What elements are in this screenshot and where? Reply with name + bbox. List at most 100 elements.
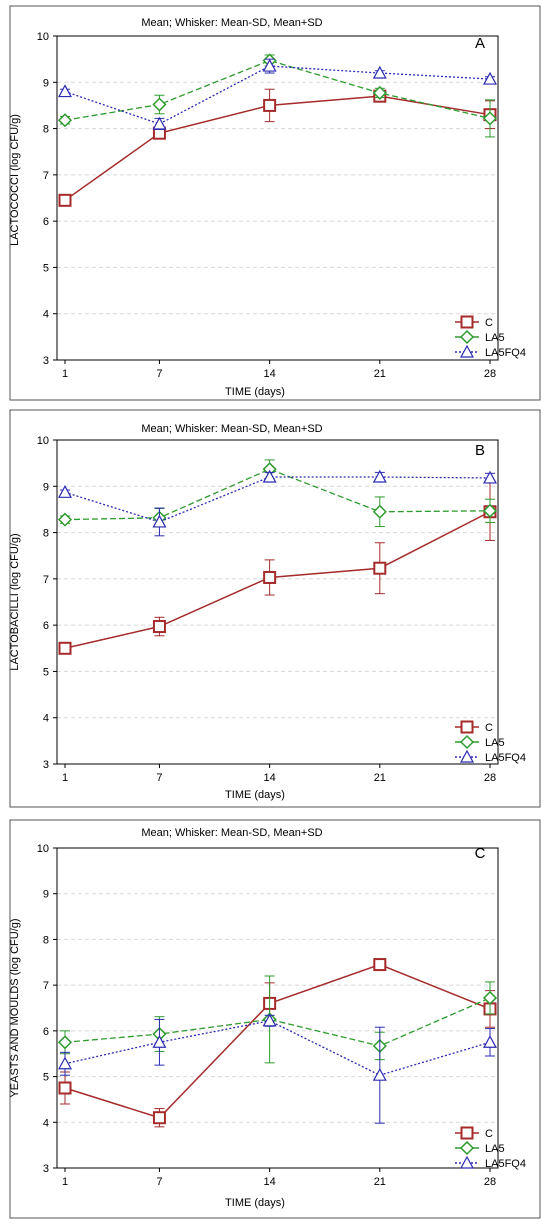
legend-marker-la5fq4	[459, 344, 475, 358]
x-axis-label: TIME (days)	[225, 386, 285, 398]
data-point-c	[263, 98, 277, 112]
x-tick-label: 7	[156, 772, 162, 784]
y-tick-label: 3	[43, 1163, 49, 1175]
series-line-la5	[64, 997, 491, 1047]
data-point-c	[58, 641, 72, 655]
data-point-la5	[482, 503, 498, 518]
y-tick-label: 7	[43, 170, 49, 182]
legend-label: C	[485, 722, 493, 734]
x-tick-label: 7	[156, 1176, 162, 1188]
legend-marker-la5fq4	[459, 1155, 475, 1169]
series-la5fq4	[57, 1013, 498, 1124]
plot-area	[56, 35, 499, 361]
legend-marker-la5	[459, 734, 475, 750]
legend-marker-c	[460, 1126, 474, 1140]
data-point-la5fq4	[482, 71, 498, 85]
x-axis-label: TIME (days)	[225, 789, 285, 801]
legend-label: LA5	[485, 1143, 505, 1155]
legend-label: C	[485, 317, 493, 329]
x-tick-label: 21	[374, 368, 386, 380]
panel-label: C	[475, 845, 486, 862]
y-tick-label: 9	[43, 77, 49, 89]
legend-marker-la5fq4	[459, 749, 475, 763]
chart-title: Mean; Whisker: Mean-SD, Mean+SD	[141, 827, 322, 839]
data-point-c	[58, 1081, 72, 1095]
y-tick-label: 10	[37, 843, 49, 855]
x-tick-label: 21	[374, 772, 386, 784]
legend-label: LA5	[485, 737, 505, 749]
data-point-c	[152, 1111, 166, 1125]
data-point-la5	[482, 990, 498, 1006]
data-point-la5fq4	[482, 1035, 498, 1048]
series-la5	[57, 53, 498, 138]
data-point-la5	[152, 97, 167, 112]
y-tick-label: 3	[43, 759, 49, 771]
series-c	[58, 482, 497, 655]
legend-marker-c	[460, 720, 474, 734]
data-point-c	[373, 561, 387, 575]
data-point-la5fq4	[372, 469, 387, 483]
legend-label: LA5FQ4	[485, 1158, 526, 1170]
data-point-la5fq4	[262, 58, 277, 72]
y-tick-label: 9	[43, 481, 49, 493]
chart-panel-a: 3 4 5 6 7 8 9 10 1 7 14 21 28 Mean; Whisker: Mean-SD,…	[9, 5, 541, 401]
y-tick-label: 5	[43, 666, 49, 678]
data-point-la5fq4	[57, 485, 73, 498]
data-point-la5fq4	[372, 1067, 387, 1081]
legend-marker-c	[460, 315, 474, 329]
data-point-la5fq4	[262, 469, 277, 483]
x-tick-label: 28	[484, 368, 496, 380]
legend-label: LA5	[485, 332, 505, 344]
y-tick-label: 3	[43, 355, 49, 367]
series-line-la5	[64, 468, 491, 521]
data-point-la5	[372, 85, 387, 100]
y-tick-label: 10	[37, 435, 49, 447]
data-point-la5	[372, 504, 387, 519]
y-tick-label: 6	[43, 216, 49, 228]
legend-label: LA5FQ4	[485, 752, 526, 764]
series-la5fq4	[57, 469, 498, 537]
x-tick-label: 14	[264, 368, 276, 380]
data-point-la5fq4	[152, 1035, 167, 1048]
x-axis-label: TIME (days)	[225, 1197, 285, 1209]
data-point-c	[152, 620, 166, 634]
data-point-la5	[57, 113, 73, 128]
data-point-c	[58, 193, 72, 207]
legend-marker-la5	[459, 1140, 475, 1156]
y-tick-label: 4	[43, 309, 49, 321]
x-tick-label: 1	[62, 772, 68, 784]
series-line-la5	[64, 59, 491, 121]
y-tick-label: 4	[43, 1117, 49, 1129]
x-tick-label: 14	[264, 772, 276, 784]
data-point-c	[263, 570, 277, 584]
legend: C LA5 LA5FQ4	[455, 720, 526, 764]
data-point-la5fq4	[152, 514, 167, 528]
data-point-c	[373, 958, 387, 972]
panel-label: B	[475, 442, 485, 459]
data-point-la5fq4	[372, 65, 387, 79]
plot-area	[56, 439, 499, 765]
y-tick-label: 7	[43, 574, 49, 586]
y-tick-label: 10	[37, 31, 49, 43]
legend: C LA5 LA5FQ4	[455, 315, 526, 359]
data-point-la5fq4	[152, 116, 167, 130]
legend-label: C	[485, 1128, 493, 1140]
y-tick-label: 7	[43, 980, 49, 992]
data-point-la5fq4	[482, 470, 498, 484]
chart-title: Mean; Whisker: Mean-SD, Mean+SD	[141, 17, 322, 29]
chart-title: Mean; Whisker: Mean-SD, Mean+SD	[141, 423, 322, 435]
y-tick-label: 5	[43, 262, 49, 274]
panel-frame	[9, 5, 541, 401]
y-axis-label: YEASTS AND MOULDS (log CFU/g)	[9, 918, 21, 1097]
y-tick-label: 8	[43, 528, 49, 540]
y-tick-label: 6	[43, 620, 49, 632]
data-point-la5	[57, 512, 73, 527]
x-tick-label: 1	[62, 368, 68, 380]
x-tick-label: 14	[264, 1176, 276, 1188]
plot-area	[56, 847, 499, 1169]
y-tick-label: 8	[43, 934, 49, 946]
chart-panel-b: 3 4 5 6 7 8 9 10 1 7 14 21 28 Mean; Whisker: Mean-SD,…	[9, 409, 541, 808]
y-tick-label: 8	[43, 124, 49, 136]
data-point-la5fq4	[57, 84, 73, 98]
legend-label: LA5FQ4	[485, 347, 526, 359]
